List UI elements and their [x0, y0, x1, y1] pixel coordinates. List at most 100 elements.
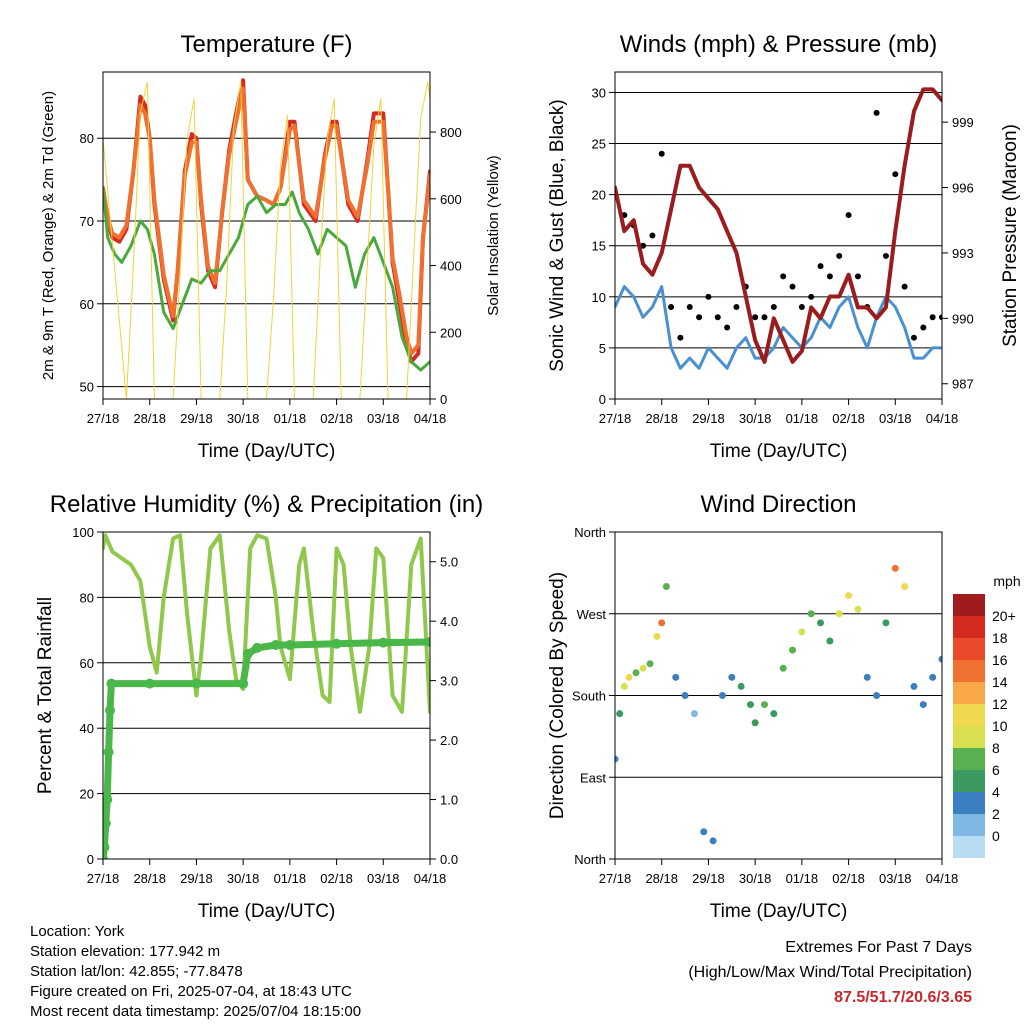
- gust-point: [798, 304, 805, 311]
- rh_precip-ytick-right-label: 3.0: [440, 674, 458, 689]
- created-text: Figure created on Fri, 2025-07-04, at 18…: [30, 983, 352, 1000]
- precip-point: [378, 637, 389, 648]
- wind_direction-xtick-label: 01/18: [786, 871, 819, 886]
- colorbar-swatch: [953, 594, 985, 616]
- rh_precip-xtick-label: 27/18: [87, 871, 120, 886]
- winds-frame: [614, 71, 943, 400]
- rh_precip-chart: Relative Humidity (%) & Precipitation (i…: [35, 491, 483, 922]
- rh_precip-xtick-label: 29/18: [180, 871, 213, 886]
- wind_direction-xtick-label: 27/18: [599, 871, 632, 886]
- temperature-data: [103, 78, 430, 399]
- station-info: Location: York Station elevation: 177.94…: [30, 922, 361, 1022]
- direction-point: [789, 646, 797, 654]
- precip-point: [103, 854, 108, 859]
- rh_precip-xtick-label: 28/18: [133, 871, 166, 886]
- winds-xtick-label: 27/18: [599, 411, 632, 426]
- gust-point: [733, 304, 740, 311]
- temperature-xtick-label: 29/18: [180, 411, 213, 426]
- wind_direction-xtick-label: 03/18: [879, 871, 912, 886]
- direction-point: [826, 637, 834, 645]
- precip-point: [252, 642, 263, 653]
- rh_precip-ytick-label: 100: [72, 525, 94, 540]
- direction-point: [615, 755, 619, 763]
- colorbar-label: 2: [992, 806, 1000, 822]
- rh_precip-title: Relative Humidity (%) & Precipitation (i…: [50, 491, 483, 518]
- winds-ytick-label: 30: [592, 85, 606, 100]
- gust-point: [910, 334, 917, 341]
- gust-point: [705, 293, 712, 300]
- rh_precip-frame: [102, 531, 431, 860]
- wind_direction-xlabel: Time (Day/UTC): [710, 901, 848, 922]
- winds-ytick-right-label: 996: [952, 181, 974, 196]
- precip-point: [103, 794, 113, 805]
- gust-point: [677, 334, 684, 341]
- precip-point: [270, 639, 281, 650]
- 2m-td-line: [103, 186, 430, 372]
- colorbar-swatch: [953, 704, 985, 726]
- direction-point: [901, 583, 909, 590]
- colorbar-label: 16: [992, 652, 1008, 668]
- direction-point: [625, 673, 633, 681]
- colorbar-swatch: [953, 748, 985, 770]
- direction-point: [882, 619, 890, 627]
- wind_direction-xtick-label: 29/18: [692, 871, 725, 886]
- rh_precip-xtick-label: 02/18: [320, 871, 353, 886]
- direction-point: [681, 692, 689, 699]
- colorbar-swatch: [953, 814, 985, 836]
- winds-ylabel-right: Station Pressure (Maroon): [1000, 124, 1021, 347]
- winds-ylabel: Sonic Wind & Gust (Blue, Black): [547, 99, 568, 371]
- rh_precip-ylabel: Percent & Total Rainfall: [35, 597, 56, 794]
- gust-point: [658, 150, 665, 157]
- rh_precip-ytick-label: 60: [80, 656, 94, 671]
- gust-point: [752, 314, 759, 321]
- winds-ytick-label: 25: [592, 137, 606, 152]
- winds-ytick-label: 15: [592, 239, 606, 254]
- temperature-xtick-label: 03/18: [367, 411, 400, 426]
- total-precipitation-line: [103, 638, 430, 859]
- winds-xtick-label: 28/18: [645, 411, 678, 426]
- gust-point: [696, 314, 703, 321]
- direction-point: [658, 619, 666, 627]
- rh_precip-ytick-right-label: 4.0: [440, 614, 458, 629]
- direction-point: [728, 673, 736, 681]
- precip-point: [103, 842, 110, 853]
- direction-point: [873, 692, 881, 699]
- temperature-ytick-right-label: 800: [440, 125, 462, 140]
- temperature-ytick-label: 80: [80, 131, 94, 146]
- direction-point: [700, 828, 708, 836]
- precip-point: [103, 746, 114, 757]
- rh_precip-xtick-label: 30/18: [227, 871, 260, 886]
- station-pressure-line: [615, 87, 942, 364]
- gust-point: [826, 273, 833, 280]
- precip-point: [103, 818, 111, 829]
- direction-point: [632, 669, 640, 677]
- direction-point: [817, 619, 825, 627]
- colorbar-swatch: [953, 616, 985, 638]
- precip-point: [105, 705, 116, 716]
- winds-title: Winds (mph) & Pressure (mb): [620, 31, 937, 58]
- colorbar-swatch: [953, 638, 985, 660]
- winds-ytick-label: 0: [599, 392, 606, 407]
- extremes-subtitle: (High/Low/Max Wind/Total Precipitation): [688, 964, 972, 981]
- temperature-xtick-label: 01/18: [274, 411, 307, 426]
- gust-point: [714, 314, 721, 321]
- colorbar-swatch: [953, 726, 985, 748]
- colorbar-swatch: [953, 770, 985, 792]
- colorbar-label: 14: [992, 674, 1008, 690]
- temperature-ytick-right-label: 400: [440, 259, 462, 274]
- direction-point: [653, 632, 661, 640]
- temperature-ylabel-right: Solar Insolation (Yellow): [485, 155, 502, 315]
- winds-ytick-label: 20: [592, 188, 606, 203]
- precip-point: [425, 636, 430, 647]
- gust-point: [817, 263, 824, 270]
- gust-point: [761, 314, 768, 321]
- winds-xtick-label: 30/18: [739, 411, 772, 426]
- direction-point: [751, 719, 759, 727]
- direction-point: [770, 710, 778, 718]
- gust-point: [780, 273, 787, 280]
- wind_direction-xtick-label: 02/18: [832, 871, 865, 886]
- rh_precip-ytick-right-label: 1.0: [440, 793, 458, 808]
- wind_direction-xtick-label: 30/18: [739, 871, 772, 886]
- colorbar-title: mph: [993, 573, 1020, 589]
- gust-point: [845, 212, 852, 219]
